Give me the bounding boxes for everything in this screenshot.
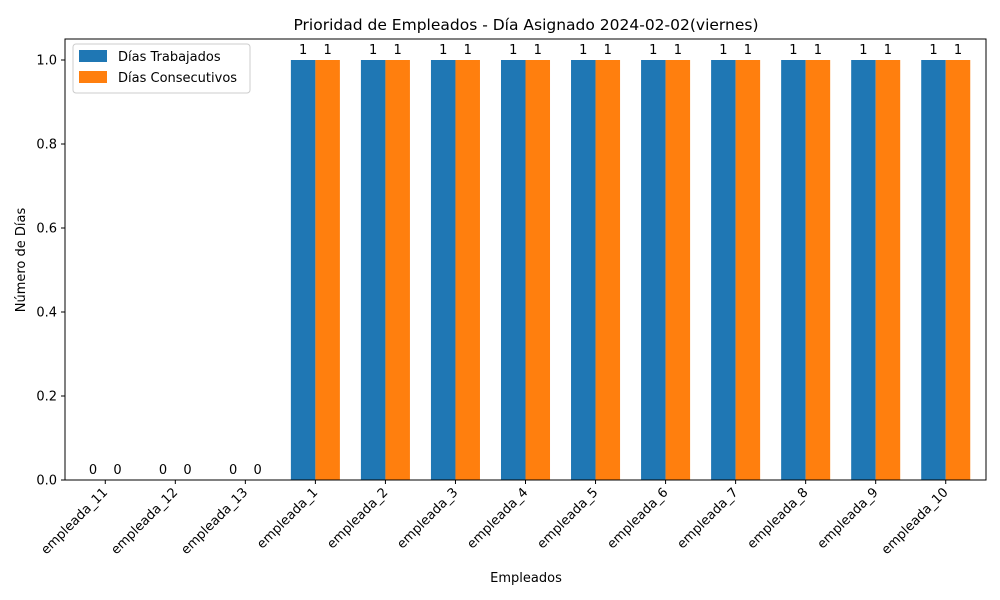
x-axis-label: Empleados (490, 571, 562, 586)
data-label: 1 (439, 43, 447, 58)
data-label: 1 (464, 43, 472, 58)
bar (571, 60, 596, 480)
bar (290, 60, 316, 480)
legend: Días Trabajados Días Consecutivos (72, 43, 251, 94)
plot-area: 0 0 0 1 1 1 1 1 1 1 1 1 1 0 0 0 1 1 1 1 1 1 1 1 1 1 (89, 43, 971, 480)
chart-title: Prioridad de Empleados - Día Asignado 20… (293, 16, 758, 34)
x-tick-label: empleada_7 (675, 485, 742, 552)
x-tick-label: empleada_6 (605, 485, 672, 552)
bar (665, 60, 691, 480)
x-tick-label: empleada_10 (879, 485, 952, 558)
bar (875, 60, 901, 480)
bar (385, 60, 410, 480)
data-label: 1 (744, 43, 752, 58)
x-tick-label: empleada_12 (108, 485, 181, 558)
data-label: 1 (604, 43, 612, 58)
data-label: 0 (113, 463, 121, 478)
bar (455, 60, 480, 480)
bar (360, 60, 386, 480)
data-label: 0 (159, 463, 167, 478)
bar (595, 60, 621, 480)
x-tick-label: empleada_2 (324, 485, 391, 552)
y-tick-label: 1.0 (36, 54, 57, 69)
y-axis: 0.0 0.2 0.4 0.6 0.8 1.0 (36, 54, 65, 489)
data-label: 0 (253, 463, 261, 478)
data-label: 0 (89, 463, 97, 478)
bar (641, 60, 666, 480)
data-label: 1 (394, 43, 402, 58)
bar (781, 60, 806, 480)
data-label: 1 (534, 43, 542, 58)
bar (735, 60, 761, 480)
data-label: 1 (884, 43, 892, 58)
data-label: 1 (299, 43, 307, 58)
x-tick-label: empleada_5 (535, 485, 602, 552)
data-label: 1 (814, 43, 822, 58)
legend-swatch-dias-trabajados (79, 50, 107, 62)
bar (500, 60, 526, 480)
data-label: 1 (954, 43, 962, 58)
data-label: 1 (324, 43, 332, 58)
bar (945, 60, 971, 480)
data-label: 1 (719, 43, 727, 58)
bar (805, 60, 831, 480)
y-axis-label: Número de Días (14, 208, 29, 313)
legend-box (72, 43, 251, 94)
y-tick-label: 0.2 (36, 390, 57, 405)
y-tick-label: 0.8 (36, 138, 57, 153)
x-tick-label: empleada_8 (745, 485, 812, 552)
data-label: 1 (859, 43, 867, 58)
legend-swatch-dias-consecutivos (79, 71, 107, 83)
bar (711, 60, 736, 480)
y-tick-label: 0.6 (36, 222, 57, 237)
data-label: 1 (509, 43, 517, 58)
bar (921, 60, 946, 480)
data-label: 1 (369, 43, 377, 58)
x-tick-label: empleada_3 (394, 485, 461, 552)
data-label: 1 (579, 43, 587, 58)
x-tick-label: empleada_4 (465, 485, 532, 552)
bar (315, 60, 340, 480)
bar (851, 60, 876, 480)
data-label: 1 (789, 43, 797, 58)
data-label: 0 (229, 463, 237, 478)
data-label: 0 (183, 463, 191, 478)
data-label: 1 (929, 43, 937, 58)
x-tick-label: empleada_13 (179, 485, 252, 558)
legend-label-dias-consecutivos: Días Consecutivos (118, 71, 237, 86)
y-tick-label: 0.0 (36, 474, 57, 489)
bar (525, 60, 551, 480)
data-label: 1 (674, 43, 682, 58)
x-tick-label: empleada_11 (38, 485, 111, 558)
x-tick-label: empleada_9 (815, 485, 882, 552)
data-label: 1 (649, 43, 657, 58)
bar (430, 60, 456, 480)
y-tick-label: 0.4 (36, 306, 57, 321)
legend-label-dias-trabajados: Días Trabajados (118, 50, 221, 65)
x-tick-label: empleada_1 (254, 485, 321, 552)
